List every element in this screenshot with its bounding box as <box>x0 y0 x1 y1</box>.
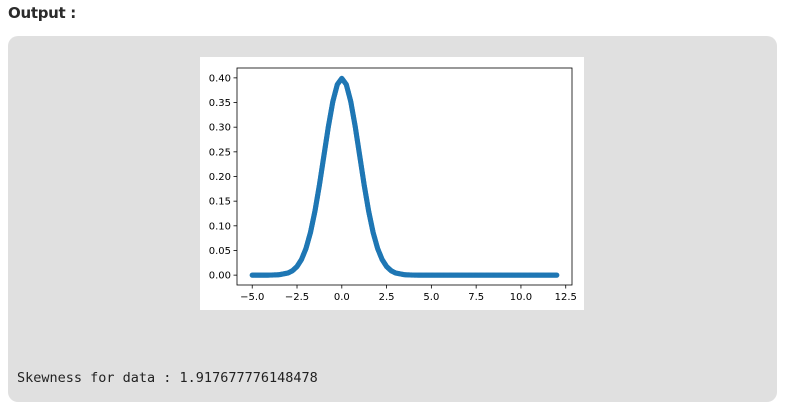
x-tick-label: 5.0 <box>423 292 439 303</box>
y-axis: 0.00 0.05 0.10 0.15 0.20 0.25 0.30 0.35 0.40 <box>209 73 237 282</box>
y-tick-label: 0.20 <box>209 172 231 183</box>
y-tick-label: 0.05 <box>209 246 231 257</box>
output-panel: 0.00 0.05 0.10 0.15 0.20 0.25 0.30 0.35 0.40 −5.… <box>8 36 777 402</box>
x-tick-label: 2.5 <box>379 292 395 303</box>
y-tick-label: 0.10 <box>209 221 231 232</box>
data-point <box>554 272 560 278</box>
x-tick-label: 0.0 <box>334 292 350 303</box>
plot-area-frame <box>236 67 573 286</box>
x-tick-label: −5.0 <box>240 292 264 303</box>
output-heading: Output : <box>8 4 77 22</box>
data-series <box>249 75 560 278</box>
skewness-output-text: Skewness for data : 1.917677776148478 <box>17 370 318 386</box>
y-tick-label: 0.40 <box>209 73 231 84</box>
y-tick-label: 0.25 <box>209 147 231 158</box>
x-axis: −5.0 −2.5 0.0 2.5 5.0 7.5 10.0 12.5 <box>240 285 577 303</box>
y-tick-label: 0.15 <box>209 197 231 208</box>
x-tick-label: −2.5 <box>285 292 309 303</box>
plot-figure: 0.00 0.05 0.10 0.15 0.20 0.25 0.30 0.35 0.40 −5.… <box>200 57 584 310</box>
x-tick-label: 12.5 <box>555 292 577 303</box>
x-tick-label: 10.0 <box>510 292 532 303</box>
y-tick-label: 0.00 <box>209 271 231 282</box>
chart-svg: 0.00 0.05 0.10 0.15 0.20 0.25 0.30 0.35 0.40 −5.… <box>209 67 577 303</box>
y-tick-label: 0.35 <box>209 98 231 109</box>
y-tick-label: 0.30 <box>209 123 231 134</box>
x-tick-label: 7.5 <box>468 292 484 303</box>
